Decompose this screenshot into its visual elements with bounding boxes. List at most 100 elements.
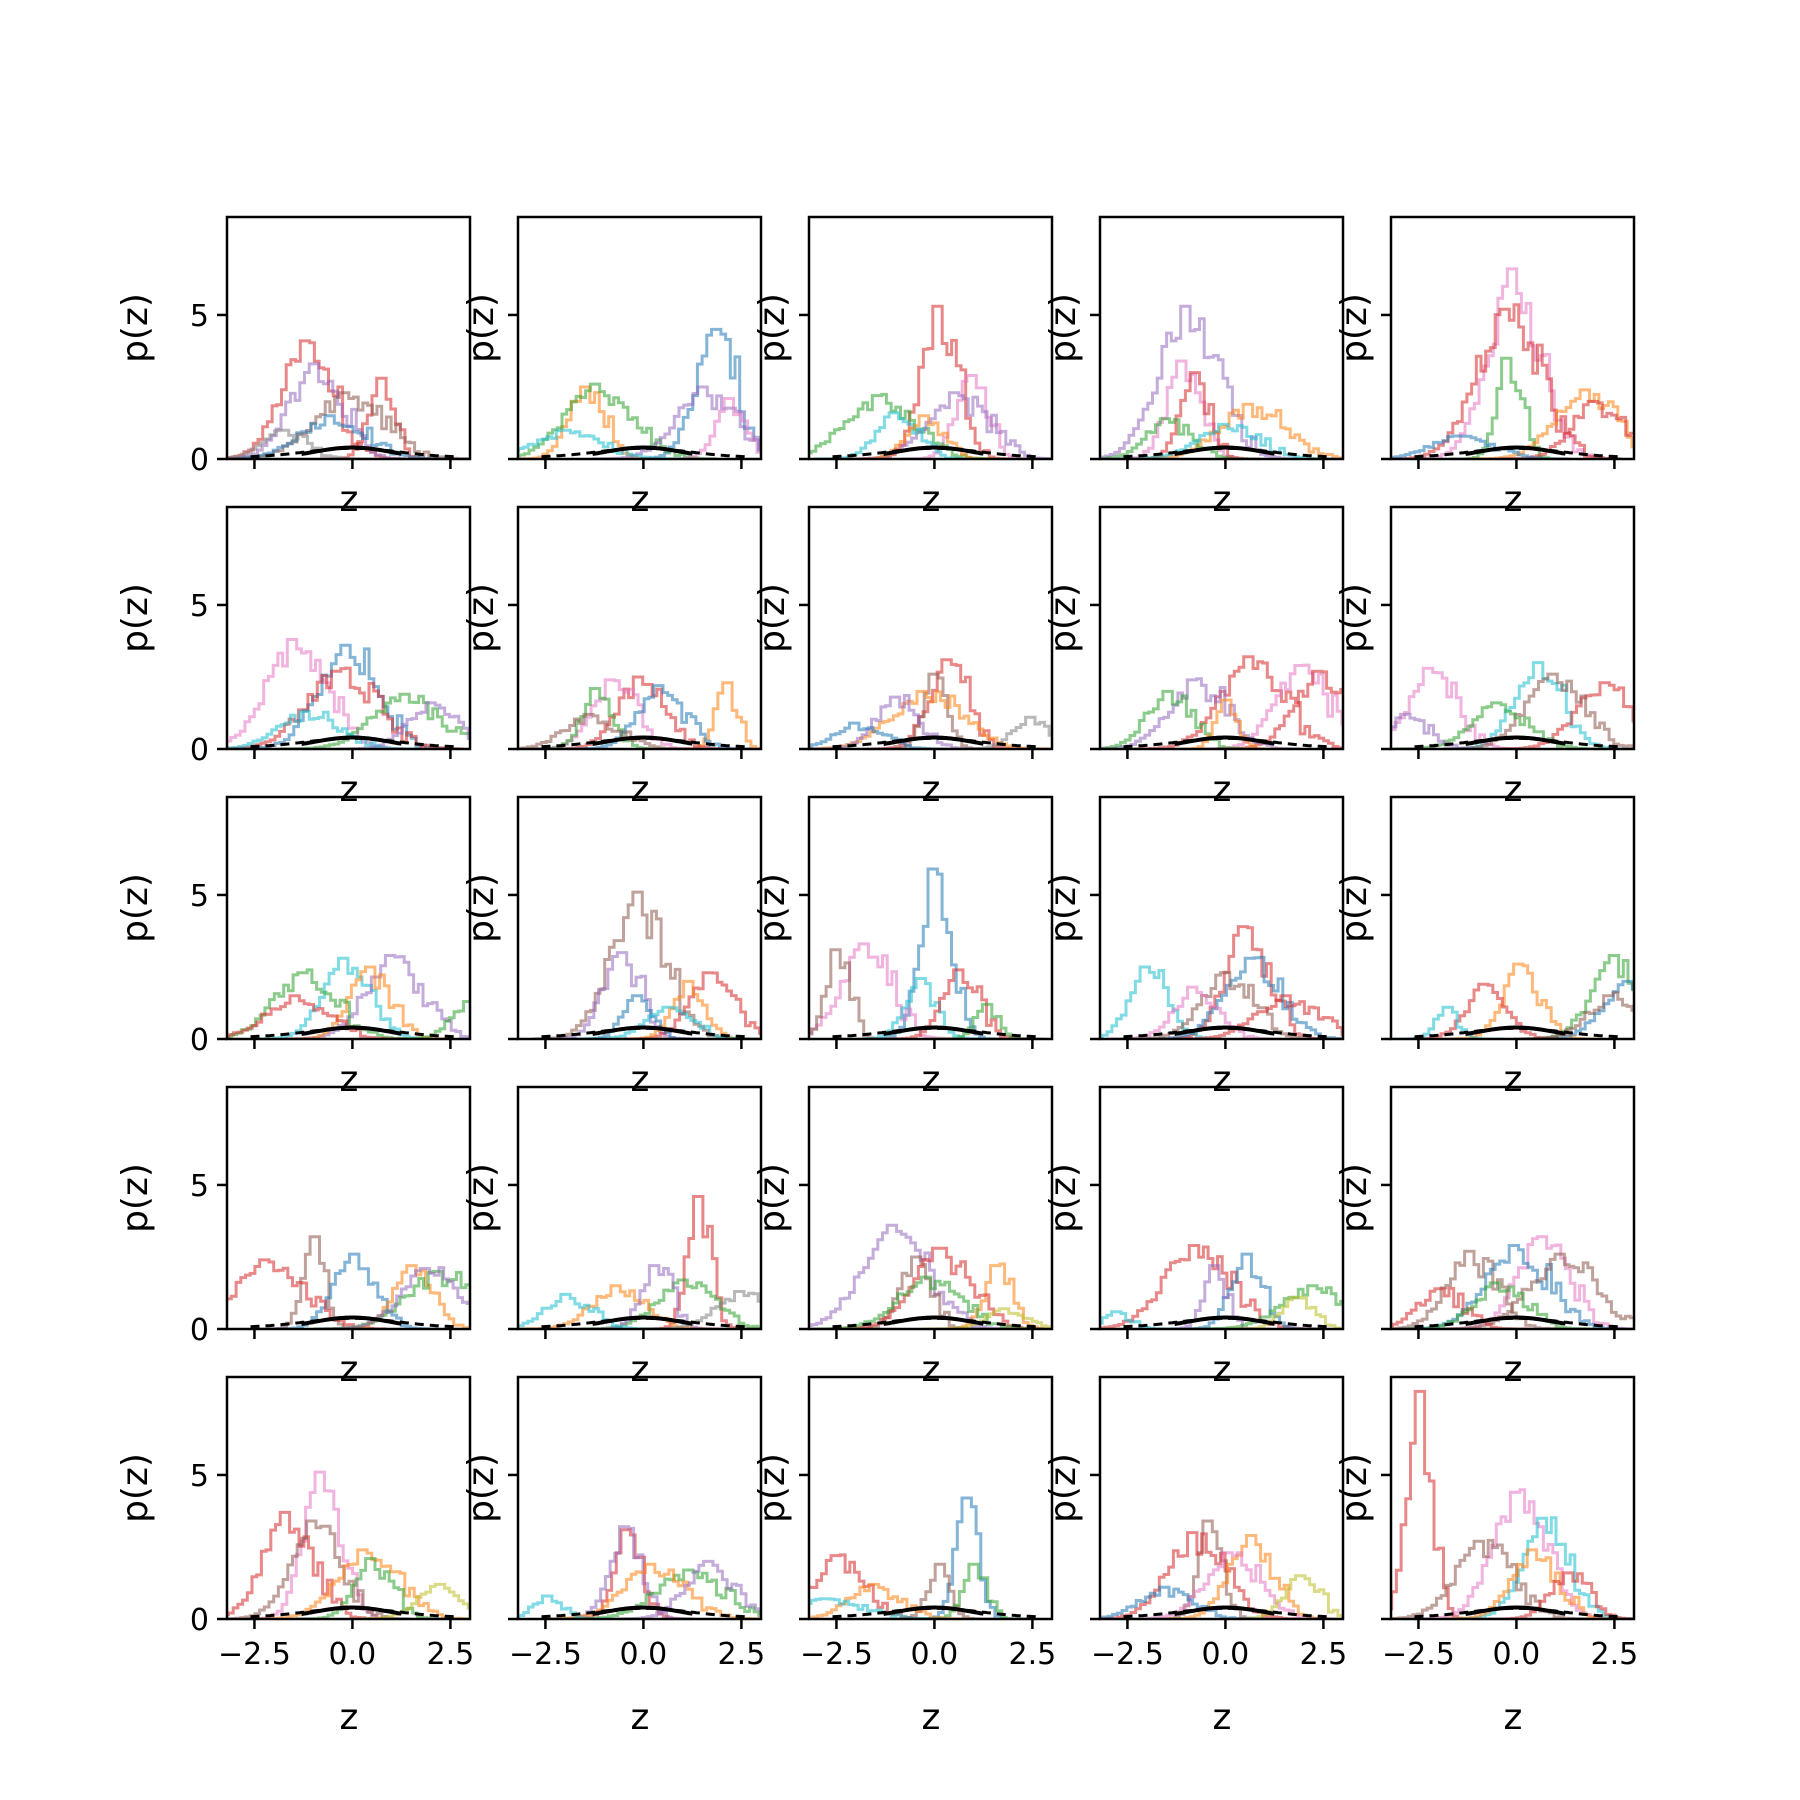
axes-frame: [516, 505, 763, 751]
histogram-series-5: [1391, 1286, 1529, 1329]
axes-frame: [225, 1375, 472, 1621]
y-axis-label: p(z): [461, 1453, 502, 1523]
axes-frame: [516, 1085, 763, 1331]
axes-frame: [807, 1375, 1054, 1621]
y-axis-label: p(z): [752, 1163, 793, 1233]
dashed-reference-density: [832, 736, 1037, 749]
histogram-series-6: [1100, 1585, 1264, 1619]
dashed-reference-density: [1414, 446, 1619, 459]
histogram-series-1: [809, 1223, 1010, 1329]
standard-normal-curve: [1465, 1025, 1566, 1037]
standard-normal-curve: [1174, 1315, 1275, 1327]
y-tick-label: 0: [190, 443, 209, 478]
x-axis-label: z: [340, 479, 359, 520]
histogram-series-6: [227, 710, 418, 749]
histogram-series-4: [1126, 971, 1329, 1039]
x-axis-label: z: [340, 1697, 359, 1738]
y-axis-label: p(z): [752, 1453, 793, 1523]
standard-normal-curve: [592, 445, 693, 457]
y-axis-label: p(z): [1334, 293, 1375, 363]
standard-normal-curve: [592, 1025, 693, 1037]
dashed-reference-density: [541, 736, 746, 749]
histogram-series-1: [1134, 655, 1343, 749]
histogram-series-5: [1442, 1548, 1626, 1619]
histogram-series-6: [809, 1597, 948, 1619]
plot-area: [1100, 304, 1343, 459]
standard-normal-curve: [1174, 1025, 1275, 1037]
histogram-series-2: [809, 942, 963, 1039]
axes-frame: [1098, 215, 1345, 461]
subplot-4-4: p(z) z: [1043, 1085, 1345, 1390]
histogram-series-2: [1391, 303, 1623, 459]
standard-normal-curve: [1174, 445, 1275, 457]
x-axis-label: z: [1504, 479, 1523, 520]
x-axis-label: z: [340, 1059, 359, 1100]
x-axis-label: z: [1213, 1059, 1232, 1100]
histogram-series-3: [1144, 955, 1343, 1039]
axes-frame: [516, 795, 763, 1041]
axes-frame: [225, 215, 472, 461]
histogram-series-2: [1100, 965, 1225, 1039]
dashed-reference-density: [250, 446, 455, 459]
subplot-grid: 05p(z)zp(z)zp(z)zp(z)zp(z)z05p(z)zp(z)zp…: [115, 215, 1638, 1738]
subplot-5-5: −2.5 0.0 2.5 p(z) z: [1334, 1375, 1638, 1738]
y-axis-label: p(z): [1334, 583, 1375, 653]
y-axis-label: p(z): [115, 873, 156, 943]
y-tick-label: 0: [190, 733, 209, 768]
histogram-series-1: [1100, 304, 1299, 459]
histogram-series-6: [518, 428, 684, 459]
plot-area: [227, 339, 470, 459]
histogram-series-6: [518, 712, 692, 749]
y-tick-label: 5: [190, 879, 209, 914]
histogram-series-6: [1172, 994, 1343, 1039]
plot-area: [1391, 661, 1634, 749]
subplot-3-4: p(z) z: [1043, 795, 1345, 1100]
x-tick-label: −2.5: [218, 1637, 291, 1672]
histogram-series-5: [813, 1275, 1044, 1329]
x-tick-label: 0.0: [329, 1637, 377, 1672]
axes-frame: [516, 215, 763, 461]
histogram-series-2: [269, 1252, 439, 1329]
subplot-3-2: p(z) z: [461, 795, 763, 1100]
standard-normal-curve: [883, 735, 984, 747]
x-axis-label: z: [631, 1697, 650, 1738]
x-tick-label: 2.5: [718, 1637, 766, 1672]
histogram-series-6: [640, 1290, 761, 1329]
axes-frame: [1098, 505, 1345, 751]
subplot-2-2: p(z) z: [461, 505, 763, 810]
axes-frame: [807, 795, 1054, 1041]
histogram-series-4: [617, 979, 759, 1039]
histogram-series-1: [631, 327, 761, 459]
subplot-4-1: 0 5 p(z) z: [115, 1085, 472, 1390]
standard-normal-curve: [1465, 1315, 1566, 1327]
x-tick-label: 0.0: [1202, 1637, 1250, 1672]
subplot-3-1: 0 5 p(z) z: [115, 795, 472, 1100]
x-tick-label: 0.0: [911, 1637, 959, 1672]
histogram-series-3: [227, 1519, 411, 1619]
plot-area: [1391, 954, 1634, 1039]
plot-area: [1391, 267, 1634, 459]
standard-normal-curve: [1174, 1605, 1275, 1617]
dashed-reference-density: [541, 1026, 746, 1039]
axes-frame: [807, 215, 1054, 461]
histogram-series-1: [532, 890, 741, 1039]
subplot-4-2: p(z) z: [461, 1085, 763, 1390]
dashed-reference-density: [1414, 1606, 1619, 1619]
y-tick-label: 5: [190, 299, 209, 334]
subplot-5-3: −2.5 0.0 2.5 p(z) z: [752, 1375, 1056, 1738]
histogram-series-4: [832, 1246, 1046, 1329]
y-tick-label: 5: [190, 1169, 209, 1204]
y-tick-label: 0: [190, 1023, 209, 1058]
histogram-series-6: [1115, 422, 1337, 459]
y-tick-label: 5: [190, 589, 209, 624]
subplot-3-5: p(z) z: [1334, 795, 1636, 1100]
dashed-reference-density: [541, 1606, 746, 1619]
histogram-series-1: [258, 1235, 372, 1329]
dashed-reference-density: [541, 446, 746, 459]
dashed-reference-density: [832, 446, 1037, 459]
standard-normal-curve: [883, 1025, 984, 1037]
histogram-series-5: [1100, 417, 1255, 459]
y-axis-label: p(z): [1334, 873, 1375, 943]
x-tick-label: −2.5: [1382, 1637, 1455, 1672]
